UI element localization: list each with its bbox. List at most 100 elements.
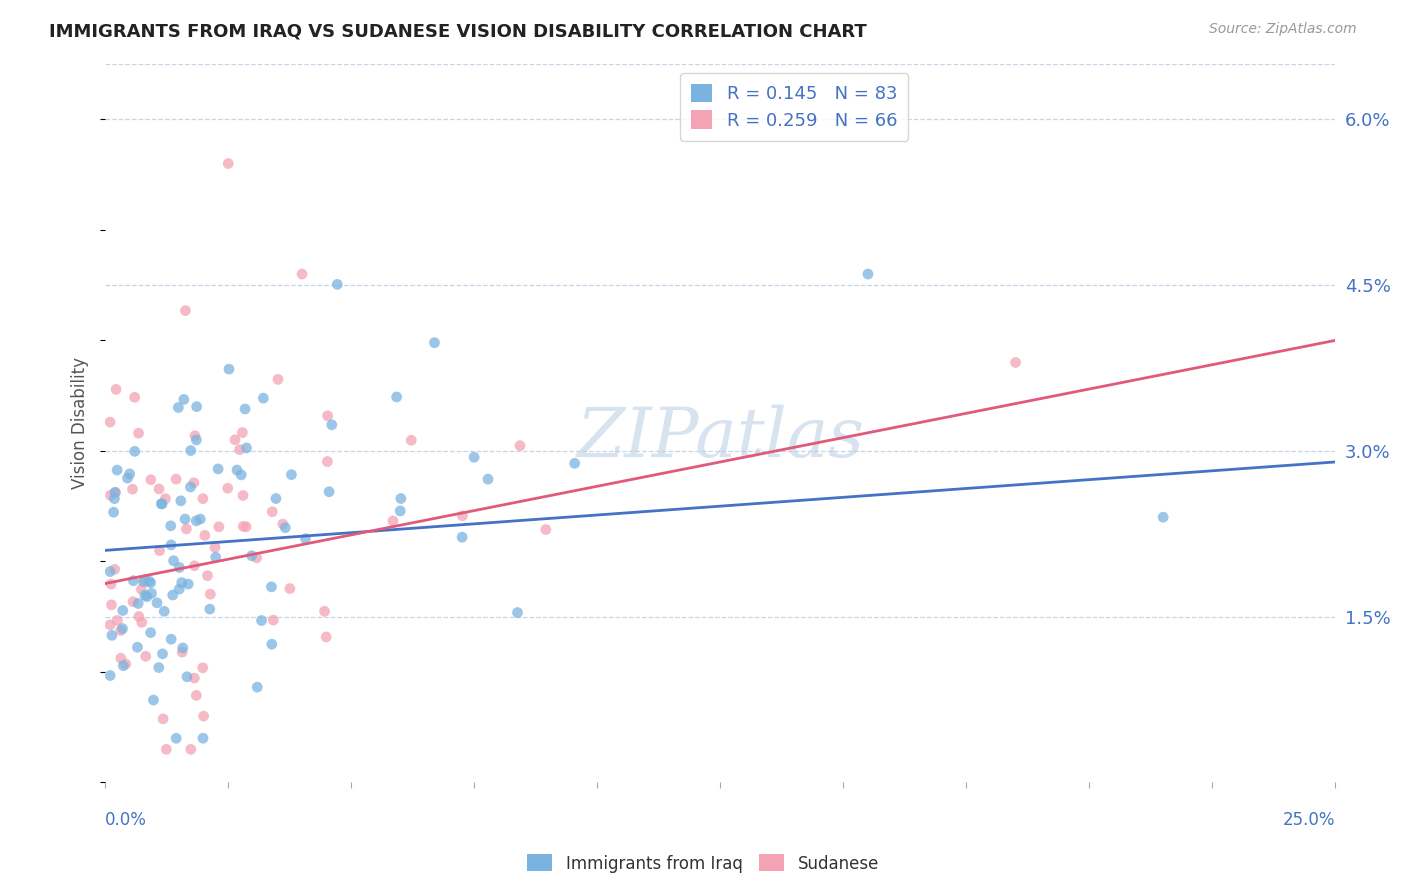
- Point: [183, 475, 205, 490]
- Point: [105, 463, 128, 477]
- Point: [134, 573, 156, 587]
- Point: [128, 609, 150, 624]
- Point: [217, 156, 239, 170]
- Point: [252, 391, 274, 405]
- Point: [170, 575, 193, 590]
- Point: [176, 522, 198, 536]
- Point: [124, 444, 146, 458]
- Point: [193, 709, 215, 723]
- Point: [160, 632, 183, 647]
- Point: [127, 597, 149, 611]
- Point: [165, 731, 187, 746]
- Point: [294, 532, 316, 546]
- Point: [186, 433, 208, 447]
- Point: [110, 651, 132, 665]
- Y-axis label: Vision Disability: Vision Disability: [72, 358, 89, 490]
- Point: [224, 433, 246, 447]
- Point: [183, 671, 205, 685]
- Point: [267, 372, 290, 386]
- Point: [155, 742, 177, 756]
- Point: [100, 577, 122, 591]
- Point: [141, 586, 163, 600]
- Point: [162, 554, 184, 568]
- Point: [235, 441, 257, 455]
- Point: [314, 604, 336, 618]
- Point: [122, 574, 145, 588]
- Point: [100, 488, 122, 502]
- Point: [389, 504, 412, 518]
- Point: [122, 595, 145, 609]
- Legend: R = 0.145   N = 83, R = 0.259   N = 66: R = 0.145 N = 83, R = 0.259 N = 66: [681, 73, 908, 141]
- Point: [218, 362, 240, 376]
- Text: IMMIGRANTS FROM IRAQ VS SUDANESE VISION DISABILITY CORRELATION CHART: IMMIGRANTS FROM IRAQ VS SUDANESE VISION …: [49, 22, 868, 40]
- Point: [451, 508, 474, 523]
- Point: [315, 630, 337, 644]
- Point: [233, 402, 256, 417]
- Text: 0.0%: 0.0%: [105, 811, 148, 830]
- Point: [103, 505, 125, 519]
- Point: [264, 491, 287, 506]
- Point: [231, 425, 253, 440]
- Point: [385, 390, 408, 404]
- Point: [321, 417, 343, 432]
- Point: [204, 550, 226, 565]
- Point: [150, 497, 173, 511]
- Point: [477, 472, 499, 486]
- Point: [111, 622, 134, 636]
- Point: [162, 588, 184, 602]
- Point: [291, 267, 314, 281]
- Point: [104, 562, 127, 576]
- Point: [165, 472, 187, 486]
- Point: [856, 267, 879, 281]
- Point: [176, 670, 198, 684]
- Point: [100, 598, 122, 612]
- Point: [506, 606, 529, 620]
- Point: [105, 382, 128, 396]
- Point: [169, 560, 191, 574]
- Point: [134, 588, 156, 602]
- Point: [174, 512, 197, 526]
- Point: [200, 587, 222, 601]
- Point: [231, 467, 253, 482]
- Point: [136, 590, 159, 604]
- Point: [186, 689, 208, 703]
- Point: [217, 481, 239, 495]
- Point: [98, 668, 121, 682]
- Point: [186, 514, 208, 528]
- Point: [142, 693, 165, 707]
- Point: [183, 558, 205, 573]
- Point: [316, 454, 339, 468]
- Point: [278, 582, 301, 596]
- Point: [463, 450, 485, 465]
- Point: [389, 491, 412, 506]
- Point: [170, 493, 193, 508]
- Point: [316, 409, 339, 423]
- Point: [131, 615, 153, 630]
- Point: [112, 658, 135, 673]
- Point: [191, 661, 214, 675]
- Point: [271, 517, 294, 532]
- Point: [326, 277, 349, 292]
- Point: [98, 415, 121, 429]
- Point: [98, 618, 121, 632]
- Point: [146, 596, 169, 610]
- Point: [188, 512, 211, 526]
- Point: [104, 485, 127, 500]
- Point: [172, 640, 194, 655]
- Point: [167, 582, 190, 596]
- Point: [105, 614, 128, 628]
- Point: [240, 549, 263, 563]
- Point: [198, 602, 221, 616]
- Point: [280, 467, 302, 482]
- Point: [101, 628, 124, 642]
- Point: [262, 613, 284, 627]
- Point: [150, 497, 173, 511]
- Point: [174, 303, 197, 318]
- Point: [423, 335, 446, 350]
- Point: [139, 625, 162, 640]
- Point: [117, 471, 139, 485]
- Point: [139, 473, 162, 487]
- Point: [180, 742, 202, 756]
- Point: [111, 603, 134, 617]
- Point: [173, 392, 195, 407]
